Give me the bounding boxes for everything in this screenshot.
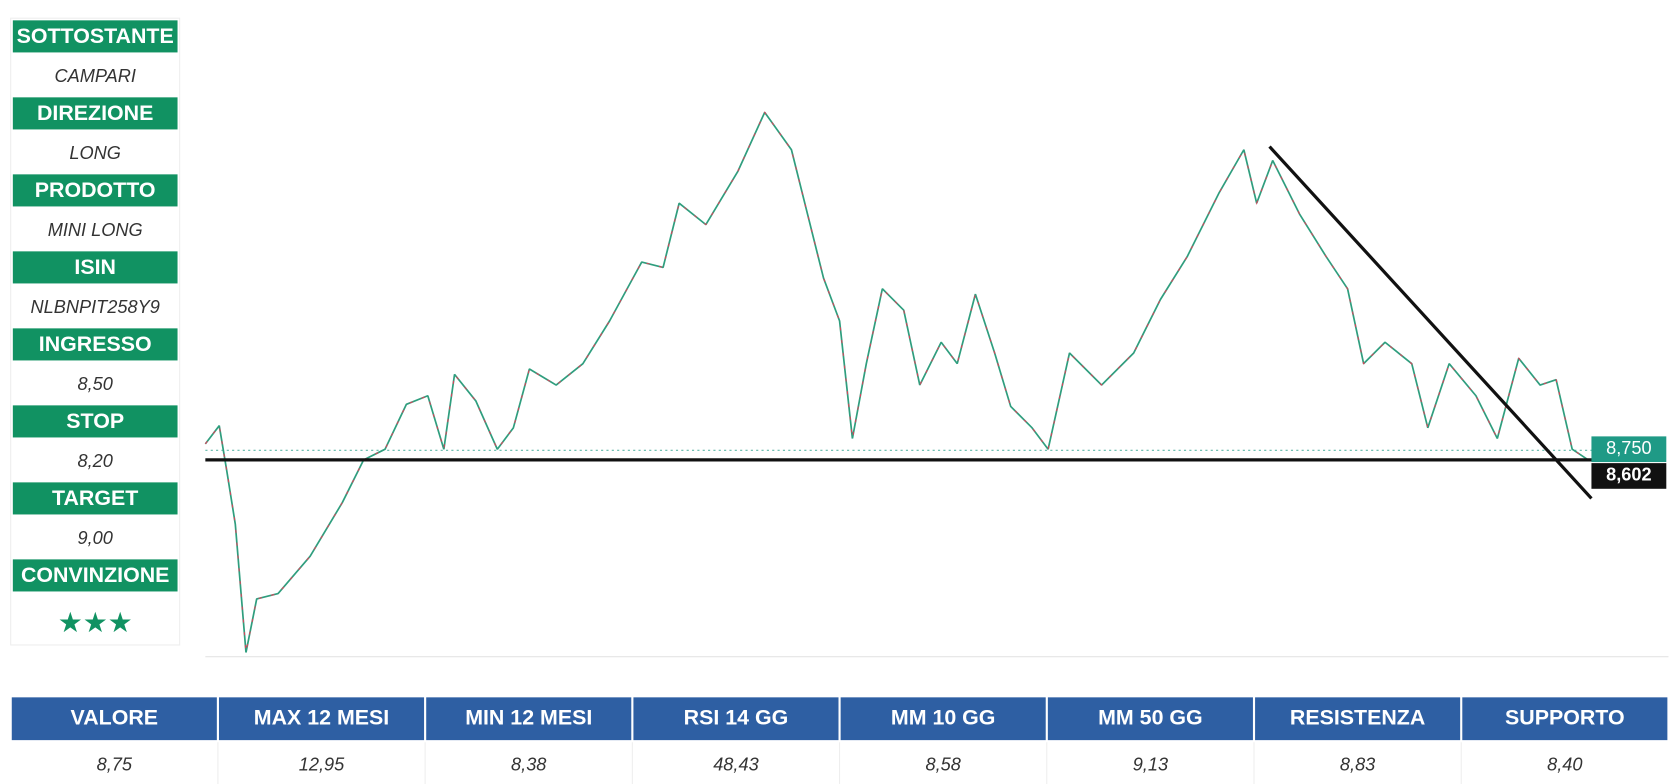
last-price-tag [1591, 436, 1667, 463]
panel-header-bg [12, 405, 178, 438]
panel-value: 8,20 [77, 451, 112, 471]
indicator-table: VALORE 8,75 MAX 12 MESI 12,95 MIN 12 MESI 8,3… [11, 697, 1668, 784]
panel-value: ★★★ [58, 607, 133, 638]
panel-header-bg [12, 174, 178, 207]
table-header: SUPPORTO [1505, 705, 1625, 729]
table-value: 8,83 [1340, 755, 1375, 775]
table-value: 9,13 [1133, 755, 1168, 775]
panel-value: MINI LONG [48, 220, 143, 240]
last-price: 8,750 [1606, 438, 1651, 458]
panel-label: CONVINZIONE [21, 563, 169, 587]
table-header: MAX 12 MESI [254, 705, 389, 729]
level-price: 8,602 [1606, 465, 1651, 485]
panel-value: NLBNPIT258Y9 [31, 297, 160, 317]
panel-label: INGRESSO [39, 332, 152, 356]
panel-header-bg [12, 251, 178, 284]
table-header-bg [426, 697, 632, 741]
table-header-bg [218, 697, 425, 741]
table-value: 8,58 [925, 755, 960, 775]
panel-value: CAMPARI [54, 66, 135, 86]
panel-header-bg [12, 20, 178, 53]
table-header: VALORE [71, 705, 158, 729]
panel-label: PRODOTTO [35, 178, 156, 202]
panel-label: SOTTOSTANTE [17, 24, 174, 48]
panel-header-bg [12, 559, 178, 592]
table-header-bg [1255, 697, 1461, 741]
table-header: MIN 12 MESI [465, 705, 592, 729]
table-value: 8,40 [1547, 755, 1582, 775]
panel-label: DIREZIONE [37, 101, 153, 125]
table-value: 12,95 [299, 755, 345, 775]
table-value: 48,43 [713, 755, 758, 775]
panel-label: ISIN [74, 255, 116, 279]
table-header: RSI 14 GG [684, 705, 789, 729]
table-header: MM 50 GG [1098, 705, 1203, 729]
panel-value: 8,50 [77, 374, 112, 394]
table-header: MM 10 GG [891, 705, 996, 729]
trend-line [1268, 145, 1593, 500]
panel-header-bg [12, 97, 178, 130]
panel-label: TARGET [52, 486, 138, 510]
panel-value: LONG [69, 143, 120, 163]
table-header-bg [1462, 697, 1668, 741]
level-price-tag [1591, 463, 1667, 489]
price-line [204, 111, 1589, 653]
table-header: RESISTENZA [1290, 705, 1425, 729]
table-header-bg [1047, 697, 1253, 741]
panel-value: 9,00 [77, 528, 112, 548]
panel-header-bg [12, 482, 178, 515]
price-chart: 8,750 8,602 [204, 111, 1669, 658]
table-value: 8,75 [97, 755, 133, 775]
panel-header-bg [12, 328, 178, 361]
table-header-bg [11, 697, 217, 741]
table-header-bg [633, 697, 839, 741]
panel-label: STOP [66, 409, 124, 433]
table-value: 8,38 [511, 755, 546, 775]
panel: SOTTOSTANTE CAMPARI DIREZIONE LONG PRODOTTO M… [12, 20, 178, 638]
table-header-bg [840, 697, 1046, 741]
price-line-down [204, 111, 1589, 653]
